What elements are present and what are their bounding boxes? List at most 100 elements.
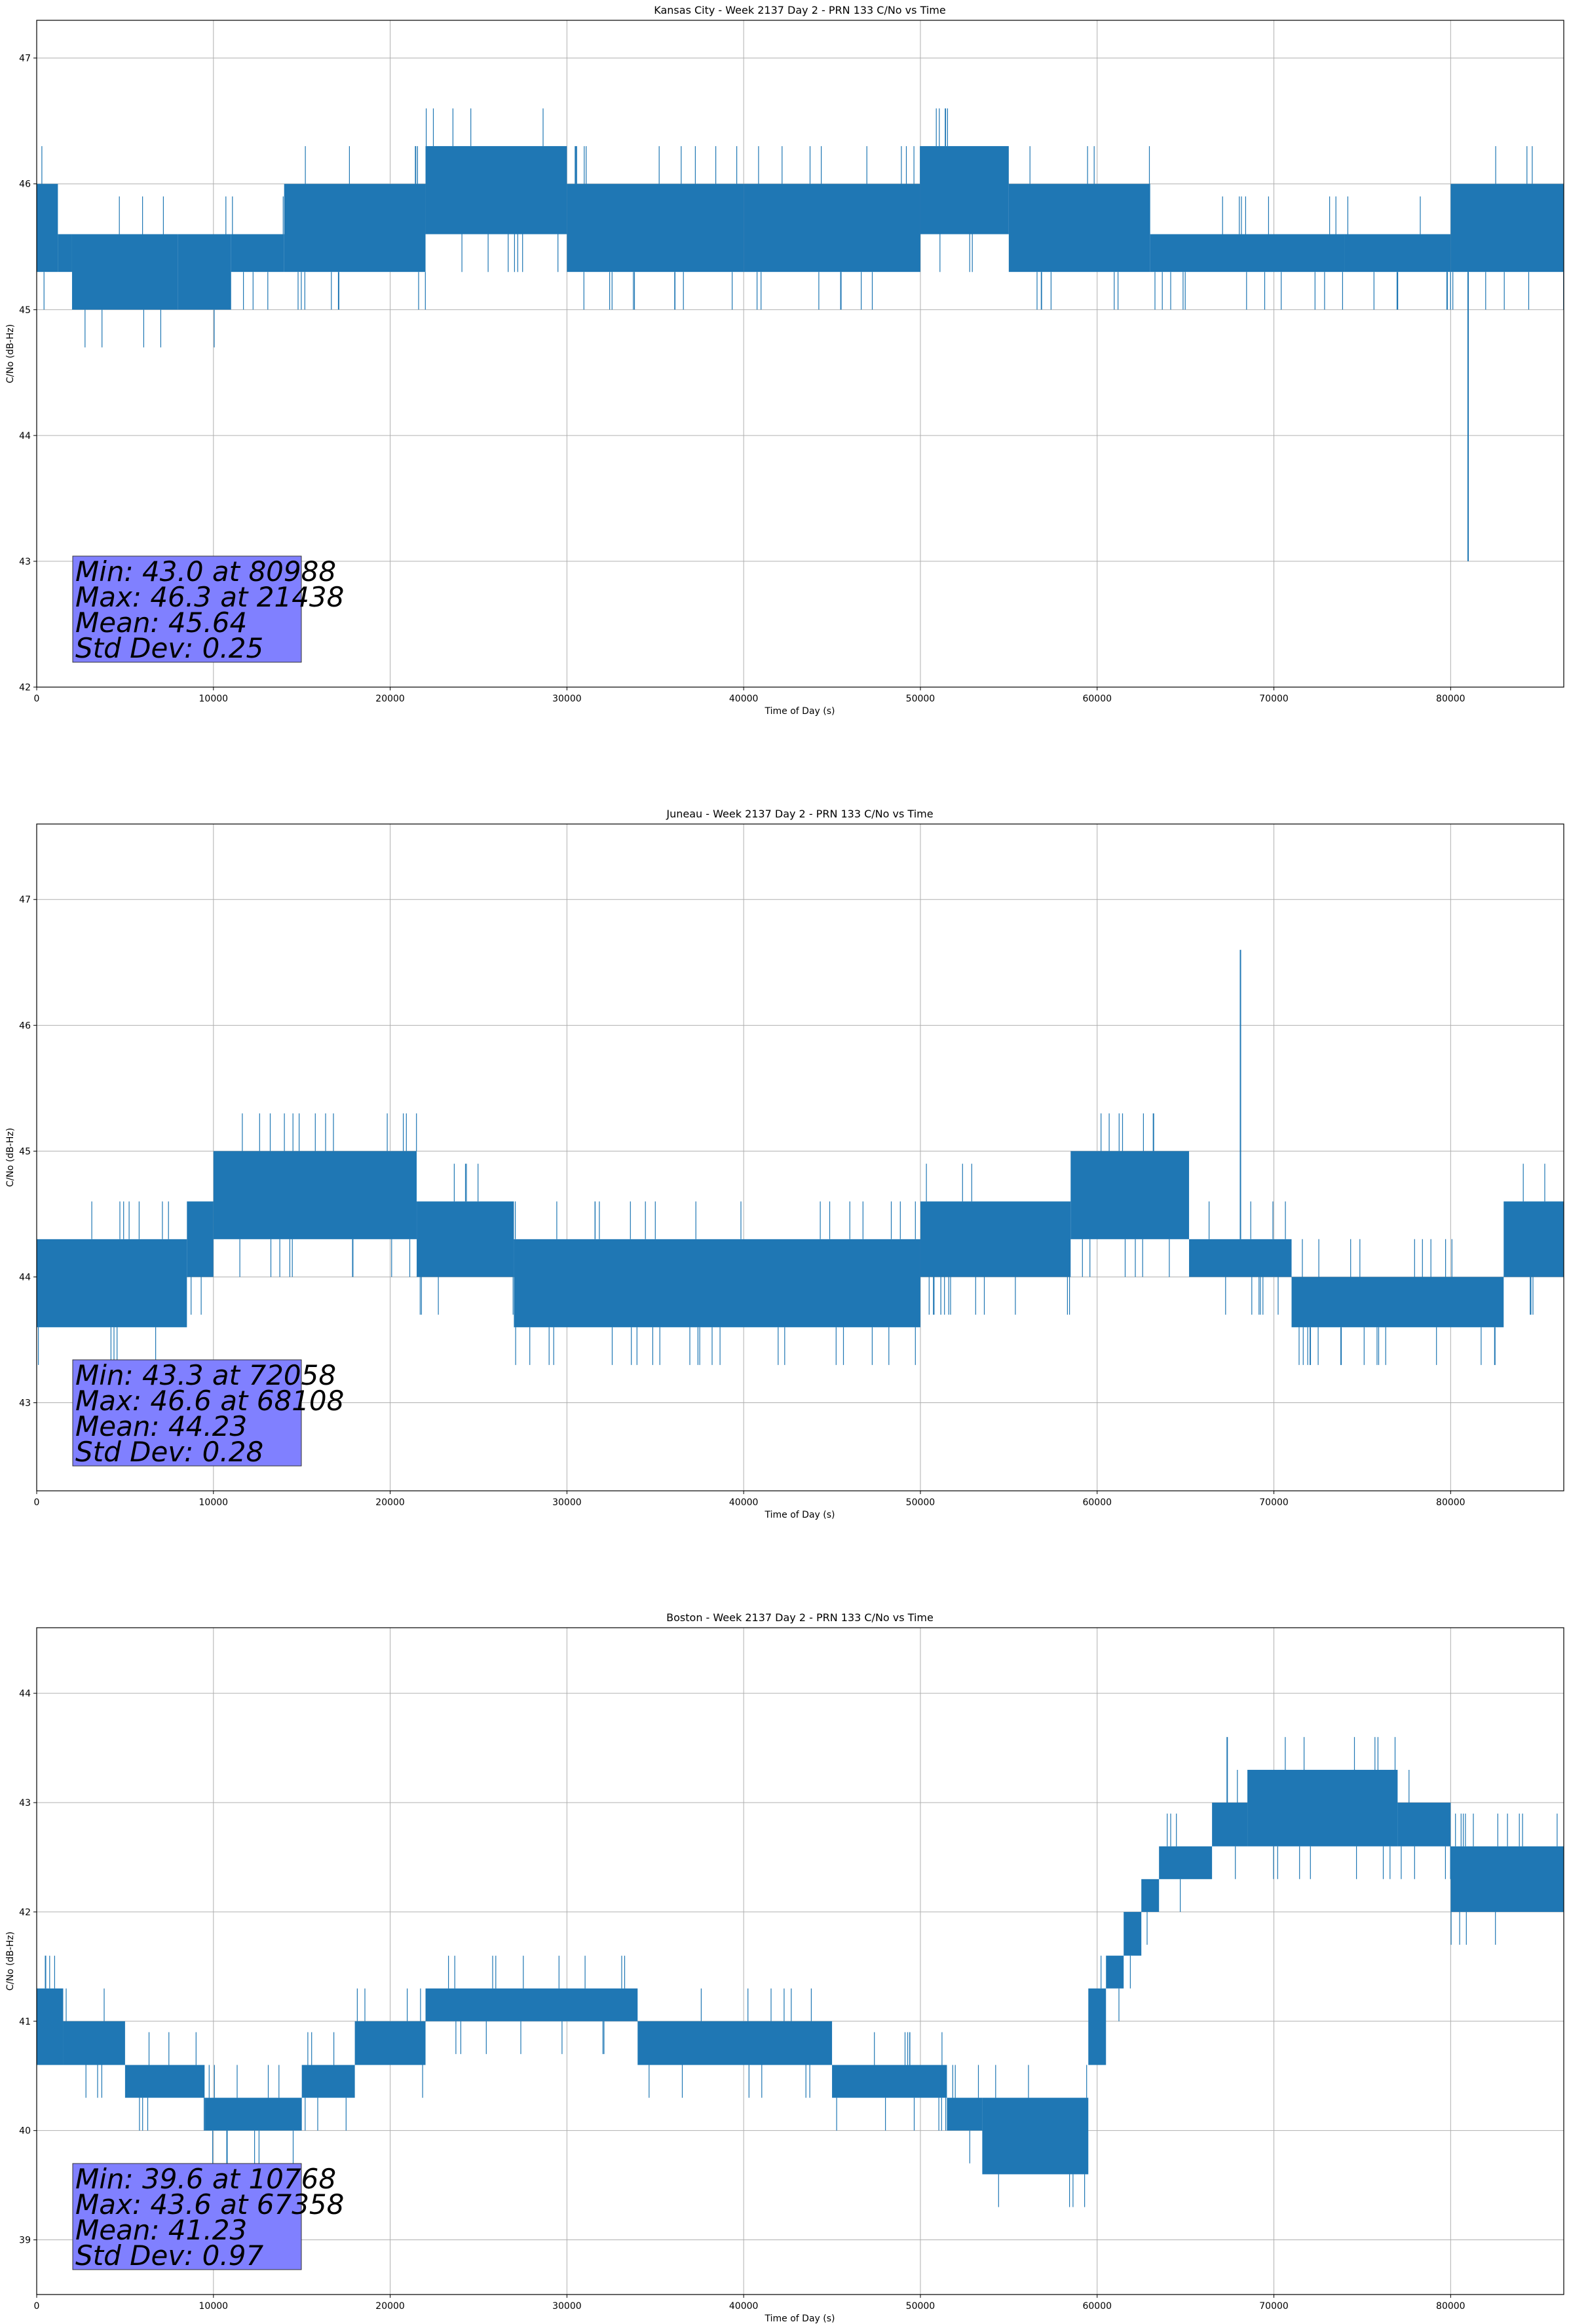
data-band: [58, 234, 72, 272]
stats-box: Min: 43.0 at 80988 Max: 46.3 at 21438 Me…: [72, 555, 344, 664]
data-noise: [1298, 1239, 1482, 1365]
data-noise: [1273, 1736, 1396, 1879]
stats-max: Max: 46.6 at 68108: [75, 1385, 344, 1417]
x-tick-label: 20000: [375, 694, 405, 704]
data-noise: [356, 1988, 423, 2098]
y-tick-label: 44: [19, 1689, 31, 1699]
x-axis-label: Time of Day (s): [765, 2314, 835, 2324]
data-noise: [41, 146, 45, 310]
data-band: [1397, 1803, 1451, 1846]
data-band: [947, 2097, 983, 2131]
data-noise: [1450, 1813, 1558, 1945]
data-band: [1212, 1803, 1248, 1846]
data-series: [37, 1736, 1564, 2207]
x-tick-label: 0: [34, 694, 40, 704]
data-noise: [936, 108, 973, 272]
x-tick-label: 80000: [1436, 694, 1465, 704]
chart-panel-2: Juneau - Week 2137 Day 2 - PRN 133 C/No …: [5, 808, 1564, 1520]
y-tick-label: 41: [19, 2017, 31, 2027]
y-tick-label: 43: [19, 557, 31, 567]
y-tick-label: 44: [19, 1272, 31, 1283]
data-band: [425, 1988, 638, 2021]
data-noise: [448, 1955, 626, 2054]
stats-box: Min: 39.6 at 10768 Max: 43.6 at 67358 Me…: [72, 2163, 344, 2272]
x-tick-label: 20000: [375, 1497, 405, 1508]
data-band: [1141, 1879, 1160, 1912]
chart-panel-3: Boston - Week 2137 Day 2 - PRN 133 C/No …: [5, 1611, 1564, 2324]
stats-mean: Mean: 44.23: [75, 1410, 247, 1442]
axis-ticks: 0 10000 20000 30000 40000 50000 60000 70000 8000…: [19, 1689, 1465, 2312]
y-tick-label: 43: [19, 1398, 31, 1409]
data-band: [1247, 1769, 1398, 1846]
data-band: [832, 2065, 947, 2098]
data-band: [1450, 183, 1564, 272]
stats-min: Min: 43.0 at 80988: [75, 555, 336, 588]
y-tick-label: 39: [19, 2236, 31, 2246]
data-band: [187, 1201, 214, 1277]
data-noise: [49, 1955, 55, 1989]
x-tick-label: 30000: [552, 694, 582, 704]
x-axis-label: Time of Day (s): [765, 706, 835, 717]
stats-std: Std Dev: 0.28: [75, 1436, 263, 1468]
data-series: [37, 108, 1564, 561]
x-tick-label: 60000: [1082, 694, 1112, 704]
x-tick-label: 20000: [375, 2301, 405, 2312]
data-band: [514, 1239, 920, 1328]
data-band: [124, 2065, 205, 2098]
data-noise: [575, 146, 738, 310]
data-band: [744, 183, 920, 272]
data-band: [71, 234, 178, 310]
stats-min: Min: 43.3 at 72058: [75, 1359, 336, 1391]
x-tick-label: 40000: [729, 694, 759, 704]
data-noise: [1522, 1163, 1545, 1315]
stats-std: Std Dev: 0.97: [75, 2240, 263, 2272]
y-tick-label: 44: [19, 431, 31, 441]
stats-box-background: [72, 1359, 302, 1467]
data-noise: [1401, 1770, 1451, 1879]
stats-mean: Mean: 45.64: [75, 607, 247, 639]
data-noise: [232, 196, 284, 310]
x-tick-label: 0: [34, 1497, 40, 1508]
x-tick-label: 70000: [1259, 1497, 1289, 1508]
data-band: [204, 2097, 302, 2131]
y-tick-label: 40: [19, 2126, 31, 2137]
stats-box-background: [72, 2163, 302, 2270]
axis-ticks: 0 10000 20000 30000 40000 50000 60000 70000 8000…: [19, 895, 1465, 1508]
chart-title: Boston - Week 2137 Day 2 - PRN 133 C/No …: [666, 1611, 934, 1624]
data-noise: [426, 108, 559, 272]
plot-frame: [36, 20, 1564, 688]
chart-title: Juneau - Week 2137 Day 2 - PRN 133 C/No …: [666, 808, 933, 820]
stats-mean: Mean: 41.23: [75, 2214, 247, 2246]
data-noise: [1082, 1113, 1170, 1277]
x-tick-label: 40000: [729, 2301, 759, 2312]
data-band: [1159, 1846, 1213, 1879]
data-noise: [297, 146, 426, 310]
data-noise: [66, 1988, 105, 2098]
data-band: [63, 2021, 125, 2065]
x-tick-label: 50000: [906, 694, 936, 704]
data-band: [417, 1201, 514, 1277]
data-band: [1106, 1955, 1124, 1989]
data-noise: [1209, 1201, 1286, 1315]
data-noise: [239, 1113, 417, 1277]
y-axis-label: C/No (dB-Hz): [5, 1128, 16, 1187]
data-noise: [1154, 196, 1343, 310]
data-band: [982, 2097, 1089, 2175]
data-noise: [952, 2065, 979, 2164]
stats-max: Max: 43.6 at 67358: [75, 2188, 344, 2221]
y-tick-label: 45: [19, 1146, 31, 1157]
y-tick-label: 47: [19, 54, 31, 64]
x-tick-label: 60000: [1082, 1497, 1112, 1508]
data-noise: [1347, 196, 1451, 310]
data-series: [37, 950, 1564, 1365]
stats-max: Max: 46.3 at 21438: [75, 581, 344, 613]
data-band: [1450, 1846, 1564, 1912]
y-axis-label: C/No (dB-Hz): [5, 324, 16, 383]
plot-frame: [36, 1627, 1564, 2295]
plot-frame: [36, 823, 1564, 1491]
data-band: [637, 2021, 833, 2065]
y-tick-label: 46: [19, 1021, 31, 1031]
data-band: [37, 1988, 64, 2065]
data-band: [1008, 183, 1150, 272]
data-band: [920, 146, 1009, 234]
